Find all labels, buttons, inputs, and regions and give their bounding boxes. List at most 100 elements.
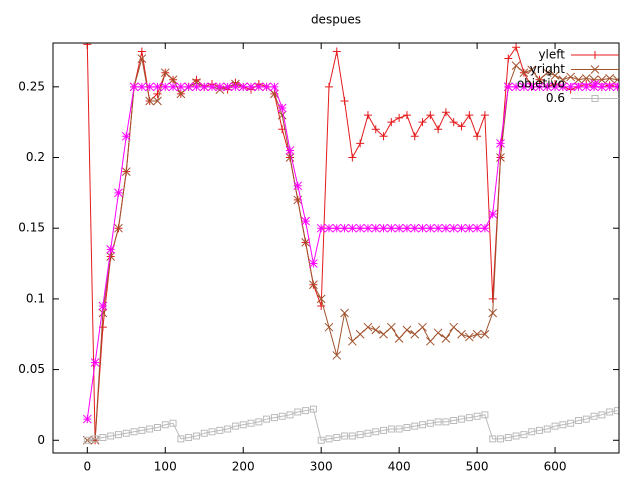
marker [473,412,481,420]
marker [153,89,162,98]
marker [511,82,521,92]
marker [208,428,216,436]
marker [254,82,264,92]
marker [98,301,108,311]
marker [410,132,419,141]
marker [567,419,575,427]
marker [379,223,388,233]
marker [341,432,349,440]
marker [99,433,107,441]
marker [153,96,162,106]
marker [433,328,443,338]
marker [511,61,521,70]
marker [145,82,155,92]
marker [348,153,357,162]
marker [324,223,334,233]
marker [340,308,349,318]
marker [340,96,349,105]
marker [153,82,162,92]
series [83,405,619,444]
marker [83,436,91,444]
marker [613,407,619,415]
marker [324,322,334,332]
marker [426,111,435,120]
marker [231,82,240,92]
marker [590,65,600,74]
marker [606,408,614,416]
marker [550,71,560,80]
marker [223,82,232,92]
marker [176,82,186,92]
x-tick-label: 200 [232,460,255,474]
marker [480,329,490,339]
marker [380,426,388,434]
marker [176,89,186,99]
marker [153,424,161,432]
marker [83,43,92,49]
marker [355,329,365,339]
marker [535,82,544,92]
marker [496,153,505,162]
marker [317,301,326,310]
marker [129,82,139,92]
marker [410,223,420,233]
marker [332,47,341,56]
marker [418,322,427,332]
legend-label: objetivo [517,77,565,91]
marker [591,51,599,59]
marker [356,431,364,439]
marker [450,416,458,424]
marker [419,421,427,429]
chart-title: despues [311,13,361,27]
marker [558,75,568,85]
marker [589,82,599,92]
marker [348,432,356,440]
marker [457,329,466,339]
marker [488,294,497,303]
marker [386,322,396,332]
marker [371,125,380,134]
marker [542,68,552,78]
marker [114,431,122,439]
y-tick-label: 0.25 [18,79,45,93]
marker [302,407,310,415]
marker [168,82,178,92]
marker [582,415,590,423]
marker [285,153,295,162]
marker [512,432,520,440]
marker [605,73,614,83]
marker [504,433,512,441]
marker [441,334,451,343]
marker [387,425,395,433]
marker [542,82,552,92]
marker [457,122,466,131]
marker [246,82,256,92]
marker [489,435,497,443]
marker [520,431,528,439]
marker [488,308,498,318]
marker [488,209,498,219]
marker [395,425,403,433]
marker [566,82,576,92]
marker [137,82,147,92]
marker [566,72,576,82]
marker [481,411,489,419]
marker [372,428,380,436]
marker [543,425,551,433]
marker [333,433,341,441]
x-tick-label: 500 [466,460,489,474]
marker [558,82,568,92]
marker [512,43,521,52]
x-tick-label: 0 [83,460,91,474]
legend-label: 0.6 [546,91,565,105]
series-line [86,86,618,420]
marker [527,82,537,92]
marker [363,111,372,120]
marker [106,245,116,254]
marker [98,308,108,318]
marker [286,411,294,419]
marker [160,82,170,92]
marker [270,89,279,99]
marker [145,96,155,106]
